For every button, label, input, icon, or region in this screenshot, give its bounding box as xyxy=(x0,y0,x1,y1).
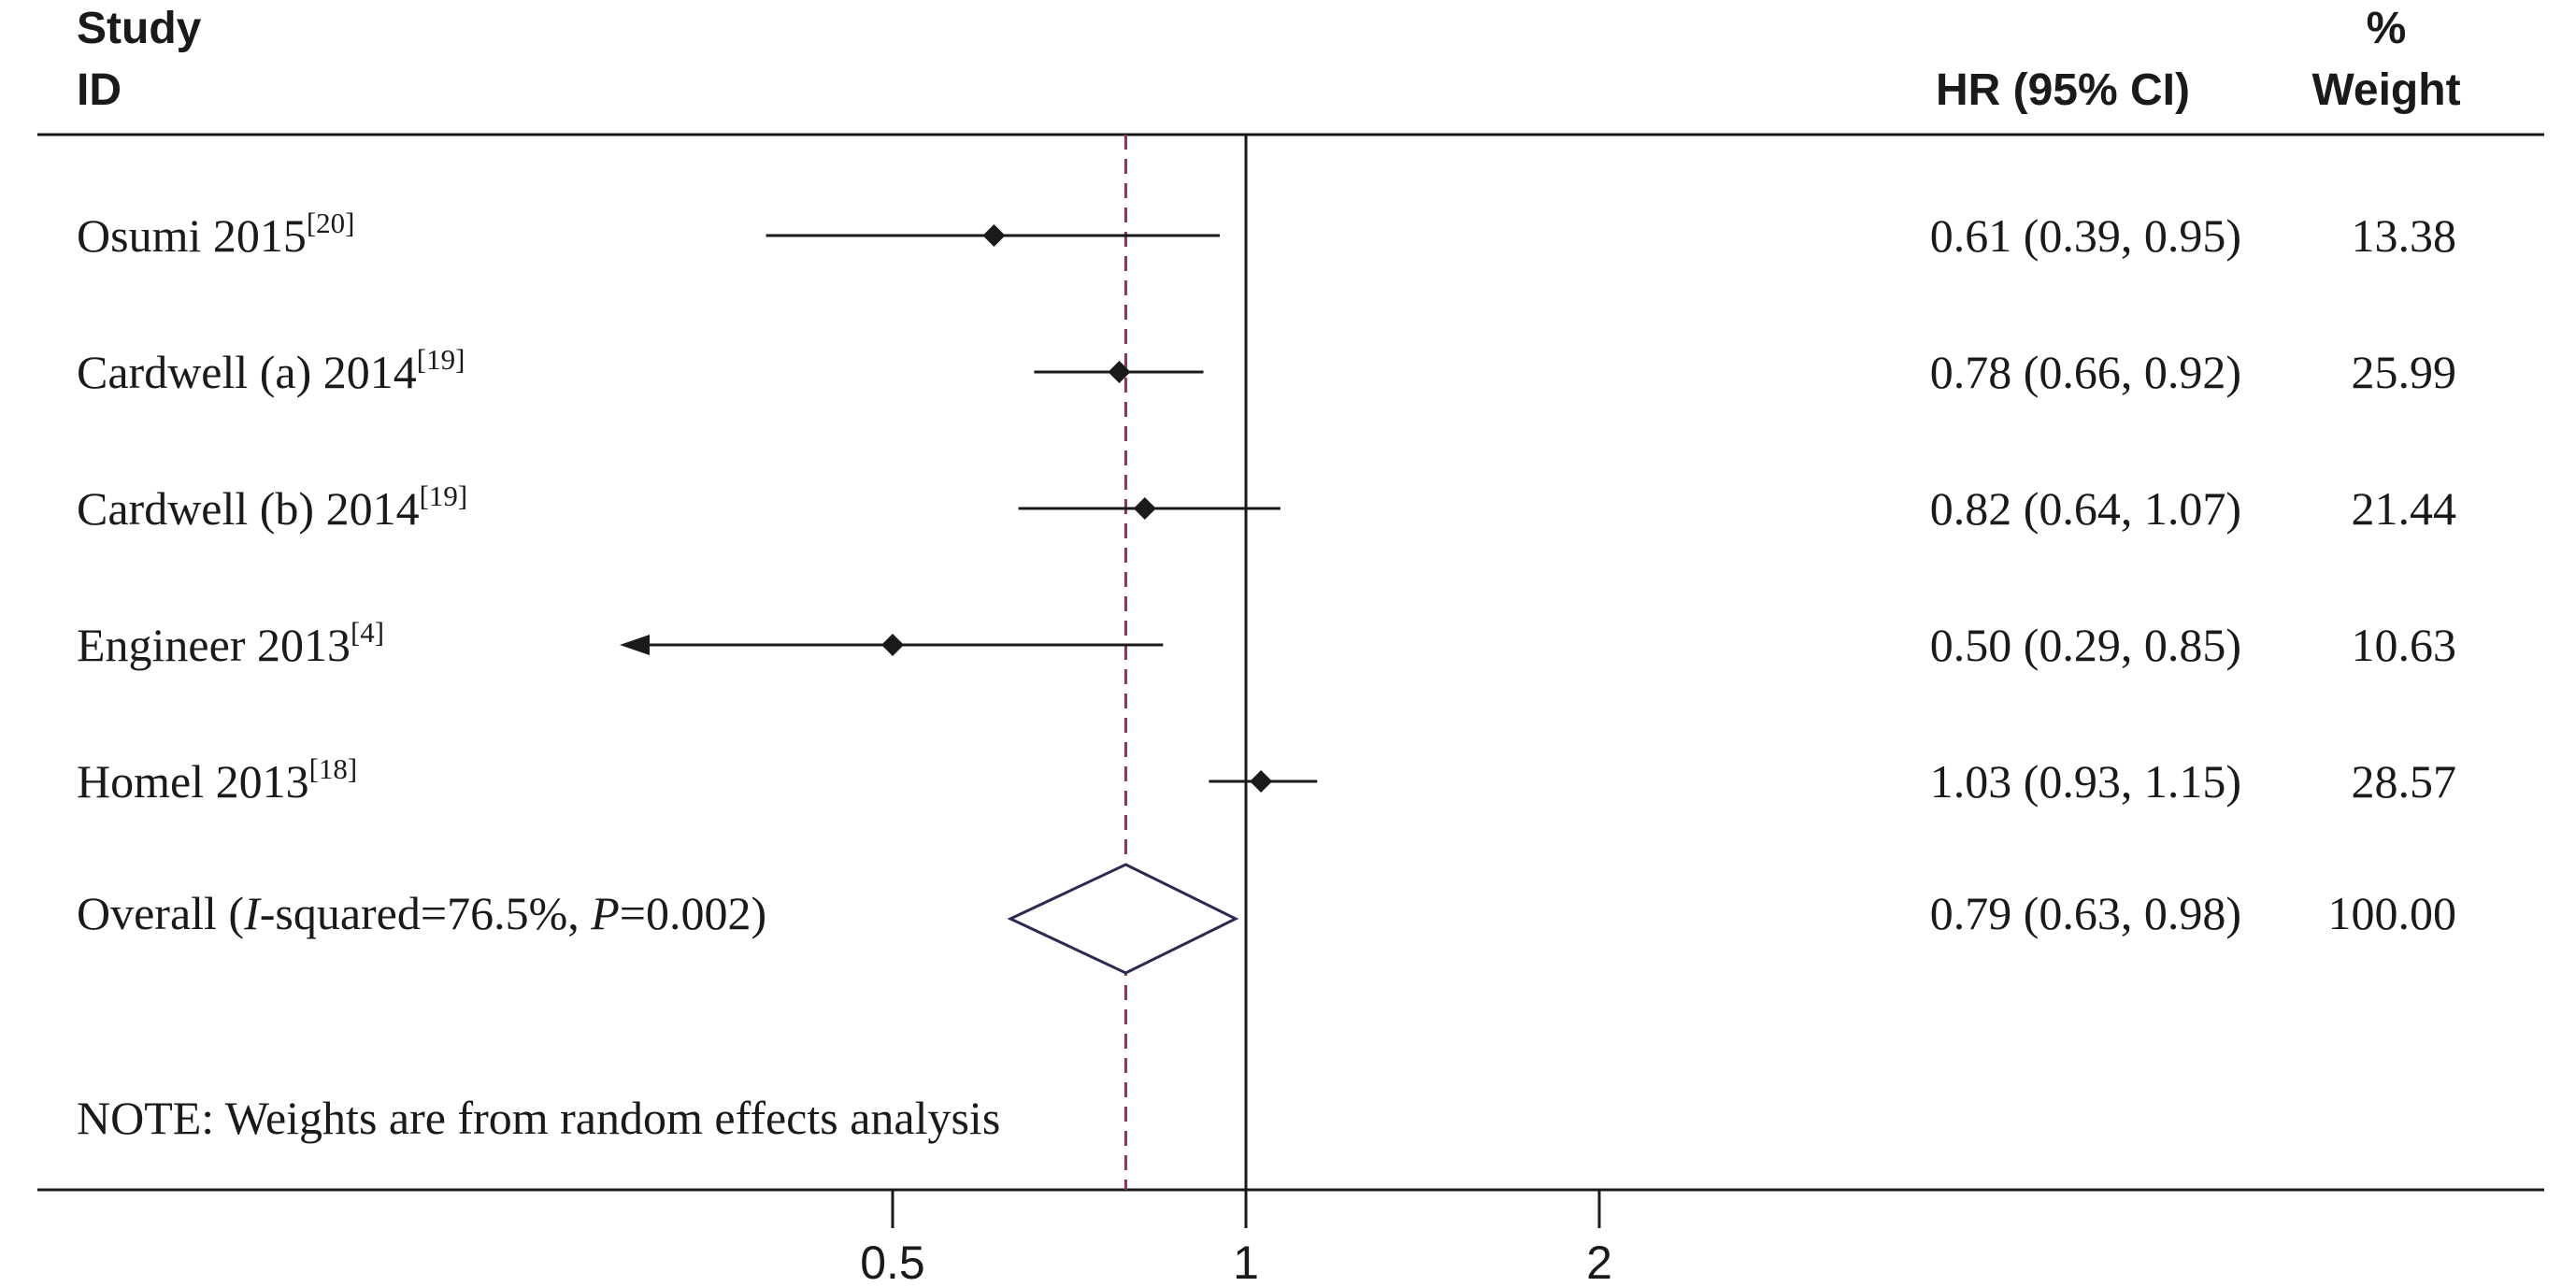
x-tick-label-2: 2 xyxy=(1586,1237,1612,1287)
study-row-3: Engineer 2013[4] 0.50 (0.29, 0.85) 10.63 xyxy=(77,616,2456,671)
hr-ci-4: 1.03 (0.93, 1.15) xyxy=(1930,755,2241,808)
study-label-1: Cardwell (a) 2014[19] xyxy=(77,343,465,398)
point-estimate-0 xyxy=(982,224,1006,247)
weight-2: 21.44 xyxy=(2352,482,2457,535)
overall-weight: 100.00 xyxy=(2328,887,2457,939)
hr-ci-3: 0.50 (0.29, 0.85) xyxy=(1930,619,2241,671)
header-percent: % xyxy=(2367,4,2407,53)
point-estimate-4 xyxy=(1250,770,1273,793)
header-hr-ci: HR (95% CI) xyxy=(1936,65,2190,115)
x-tick-label-0: 0.5 xyxy=(860,1237,925,1287)
point-estimate-2 xyxy=(1133,497,1156,520)
weight-4: 28.57 xyxy=(2352,755,2457,808)
study-row-1: Cardwell (a) 2014[19] 0.78 (0.66, 0.92) 25… xyxy=(77,343,2456,398)
point-estimate-3 xyxy=(881,634,904,656)
overall-row: Overall (I-squared=76.5%, P=0.002) 0.79 … xyxy=(77,863,2457,975)
point-estimate-1 xyxy=(1108,361,1131,383)
hr-ci-0: 0.61 (0.39, 0.95) xyxy=(1930,209,2241,262)
study-label-0: Osumi 2015[20] xyxy=(77,207,355,262)
overall-hr-ci: 0.79 (0.63, 0.98) xyxy=(1930,887,2241,939)
study-row-4: Homel 2013[18] 1.03 (0.93, 1.15) 28.57 xyxy=(77,752,2456,808)
ci-arrow-3 xyxy=(620,635,650,655)
hr-ci-2: 0.82 (0.64, 1.07) xyxy=(1930,482,2241,535)
study-label-3: Engineer 2013[4] xyxy=(77,616,384,671)
x-axis-ticks: 0.5 1 2 xyxy=(860,1190,1612,1287)
study-rows: Osumi 2015[20] 0.61 (0.39, 0.95) 13.38 Card… xyxy=(77,207,2456,808)
weight-1: 25.99 xyxy=(2352,346,2457,398)
header-id: ID xyxy=(77,65,122,115)
study-label-2: Cardwell (b) 2014[19] xyxy=(77,479,467,535)
footnote: NOTE: Weights are from random effects an… xyxy=(77,1092,1000,1144)
study-row-0: Osumi 2015[20] 0.61 (0.39, 0.95) 13.38 xyxy=(77,207,2456,262)
weight-3: 10.63 xyxy=(2352,619,2457,671)
header-study: Study xyxy=(77,4,202,53)
header-weight: Weight xyxy=(2311,65,2460,115)
study-row-2: Cardwell (b) 2014[19] 0.82 (0.64, 1.07) 21… xyxy=(77,479,2456,535)
hr-ci-1: 0.78 (0.66, 0.92) xyxy=(1930,346,2241,398)
x-tick-label-1: 1 xyxy=(1233,1237,1259,1287)
overall-diamond xyxy=(1007,863,1239,975)
study-label-4: Homel 2013[18] xyxy=(77,752,357,808)
weight-0: 13.38 xyxy=(2352,209,2457,262)
overall-label: Overall (I-squared=76.5%, P=0.002) xyxy=(77,887,766,939)
